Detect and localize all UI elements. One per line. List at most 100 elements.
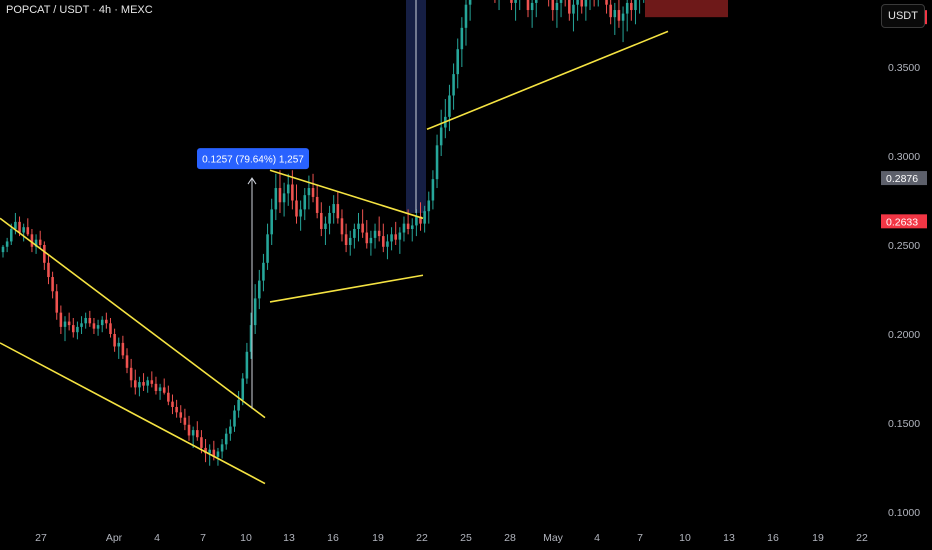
candle-body	[307, 188, 311, 196]
candle-body	[187, 424, 191, 436]
candle-body	[216, 451, 220, 457]
symbol-title[interactable]: POPCAT / USDT · 4h · MEXC	[6, 4, 153, 16]
candle-body	[249, 325, 253, 352]
candle-body	[580, 0, 584, 7]
candle-body	[530, 2, 534, 11]
candle-body	[576, 0, 579, 5]
candle-body	[146, 380, 149, 386]
candle-body	[510, 0, 513, 3]
candle-body	[22, 227, 25, 233]
candle-body	[51, 277, 54, 292]
candle-body	[175, 406, 178, 413]
falling-wedge-upper-line	[0, 217, 266, 419]
candle-body	[344, 234, 348, 245]
candle-body	[435, 145, 439, 180]
candle-body	[63, 321, 67, 327]
candle-body	[464, 4, 468, 28]
candle-body	[1, 246, 5, 253]
x-tick-label: 7	[637, 532, 643, 544]
candle-body	[630, 2, 633, 11]
candle-body	[26, 227, 30, 235]
y-tick-label: 0.3000	[888, 151, 920, 163]
candle-body	[253, 298, 257, 326]
candle-body	[30, 234, 34, 247]
x-tick-label: 7	[200, 532, 206, 544]
candle-body	[328, 212, 331, 224]
candle-body	[43, 245, 46, 263]
candle-body	[315, 196, 319, 213]
candle-body	[245, 351, 249, 379]
candle-body	[634, 0, 637, 11]
price-label-text: 0.2633	[886, 216, 918, 228]
candle-body	[258, 280, 261, 299]
candle-body	[125, 355, 129, 368]
x-tick-label: 4	[594, 532, 600, 544]
candle-body	[559, 0, 563, 3]
candle-body	[460, 27, 464, 50]
candle-body	[9, 228, 13, 242]
x-tick-label: 22	[856, 532, 868, 544]
y-axis: 0.60000.55000.50000.45000.35000.30000.25…	[888, 62, 920, 519]
candle-body	[605, 0, 608, 5]
y-tick-label: 0.1000	[888, 507, 920, 519]
candle-body	[76, 326, 79, 333]
candle-body	[398, 232, 402, 240]
candle-body	[67, 321, 71, 326]
candle-body	[456, 49, 459, 75]
candle-body	[415, 216, 418, 226]
candle-body	[191, 430, 195, 436]
x-tick-label: 22	[416, 532, 428, 544]
candle-body	[167, 392, 170, 402]
candle-body	[105, 319, 108, 324]
candle-body	[212, 449, 216, 457]
candle-body	[270, 209, 273, 235]
candle-body	[241, 378, 245, 400]
candle-body	[34, 239, 38, 247]
candle-body	[617, 10, 621, 21]
candle-body	[237, 399, 240, 411]
x-tick-label: 10	[679, 532, 691, 544]
candle-body	[14, 221, 17, 229]
x-tick-label: 10	[240, 532, 252, 544]
candle-body	[621, 13, 625, 21]
candle-body	[150, 380, 154, 384]
price-label-text: 0.2876	[886, 173, 918, 185]
x-tick-label: May	[543, 532, 564, 544]
candle-body	[402, 223, 406, 233]
flag-2-lower-line	[426, 30, 669, 131]
candle-body	[357, 223, 360, 229]
x-tick-label: 28	[504, 532, 516, 544]
candle-body	[382, 236, 385, 247]
candle-body	[320, 212, 323, 229]
x-tick-label: 16	[327, 532, 339, 544]
candle-body	[266, 234, 269, 263]
candle-body	[55, 291, 59, 313]
currency-button[interactable]: USDT	[881, 4, 925, 28]
candle-body	[262, 262, 265, 281]
candle-body	[390, 234, 393, 242]
candle-body	[183, 417, 187, 425]
candle-body	[394, 234, 397, 240]
price-label-box	[881, 214, 927, 229]
candle-body	[295, 200, 298, 217]
candle-body	[369, 237, 373, 244]
candle-body	[340, 218, 344, 235]
candle-body	[88, 317, 92, 324]
candle-body	[534, 0, 538, 3]
candle-body	[92, 323, 96, 329]
candle-body	[220, 444, 224, 452]
candle-body	[419, 216, 422, 224]
candle-body	[336, 204, 340, 219]
candle-body	[373, 230, 377, 238]
x-tick-label: 27	[35, 532, 47, 544]
candle-body	[138, 382, 141, 388]
candle-body	[332, 204, 335, 213]
candle-body	[303, 195, 307, 210]
x-tick-label: 13	[723, 532, 735, 544]
candle-body	[291, 184, 294, 201]
candle-body	[224, 433, 228, 445]
candle-body	[129, 367, 133, 381]
measure-label-text: 0.1257 (79.64%) 1,257	[202, 155, 304, 166]
candle-body	[84, 317, 87, 324]
